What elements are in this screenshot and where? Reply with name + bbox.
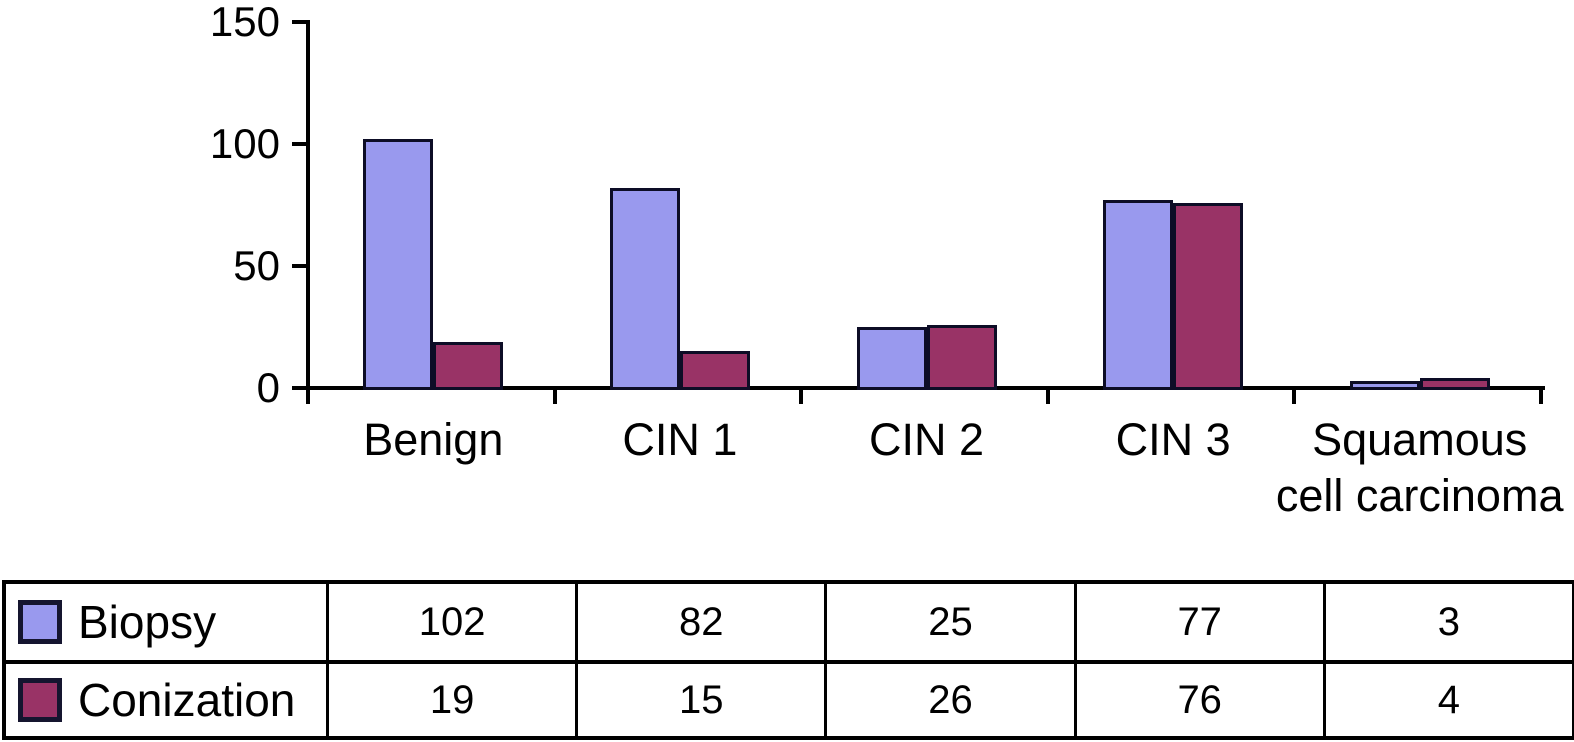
bar-biopsy-squamous-cell-carcinoma [1349,380,1420,390]
category-label-benign: Benign [363,414,504,465]
x-axis-tick-4 [1292,388,1297,404]
bar-conization-benign [433,341,504,390]
series-label-biopsy: Biopsy [78,596,217,648]
y-tick-label-0: 0 [256,364,280,411]
y-axis-line [306,20,310,390]
table-value-biopsy-cin-2: 25 [824,584,1073,660]
table-value-biopsy-cin-1: 82 [575,584,824,660]
legend-swatch-conization [18,678,62,722]
y-tick-label-50: 50 [233,242,280,289]
table-value-conization-cin-2: 26 [824,664,1073,736]
x-axis-tick-1 [552,388,557,404]
x-axis-tick-2 [799,388,804,404]
table-value-conization-benign: 19 [326,664,575,736]
bar-conization-cin-1 [679,351,750,390]
table-row-conization: Conization 19 15 26 76 4 [6,660,1572,736]
y-axis-tick-150 [292,20,306,24]
y-axis-tick-0 [292,386,306,390]
table-value-conization-cin-1: 15 [575,664,824,736]
bar-biopsy-benign [363,139,434,390]
y-axis-tick-50 [292,264,306,268]
category-label-cin-3: CIN 3 [1115,414,1231,465]
chart-data-table: Biopsy 102 82 25 77 3 Conization 19 15 26 76 4 [2,580,1574,740]
table-row-biopsy: Biopsy 102 82 25 77 3 [6,584,1572,660]
y-axis-tick-100 [292,142,306,146]
bar-conization-squamous-cell-carcinoma [1419,378,1490,390]
category-label-cin-2: CIN 2 [868,414,985,465]
bar-biopsy-cin-1 [609,187,680,390]
y-tick-label-150: 150 [209,0,280,45]
bar-biopsy-cin-2 [856,327,927,390]
table-value-biopsy-benign: 102 [326,584,575,660]
legend-swatch-biopsy [18,600,62,644]
table-value-conization-cin-3: 76 [1073,664,1323,736]
bar-biopsy-cin-3 [1103,200,1174,390]
table-value-conization-squamous-cell-carcinoma: 4 [1322,664,1572,736]
legend-cell-conization: Conization [6,664,326,736]
series-label-conization: Conization [78,674,296,726]
bar-conization-cin-3 [1173,202,1244,390]
category-label-cin-1: CIN 1 [622,414,738,465]
table-value-biopsy-squamous-cell-carcinoma: 3 [1322,584,1572,660]
y-tick-label-100: 100 [209,120,280,167]
table-value-biopsy-cin-3: 77 [1073,584,1323,660]
legend-cell-biopsy: Biopsy [6,584,326,660]
bar-conization-cin-2 [926,324,997,390]
x-axis-tick-5 [1539,388,1543,404]
category-label-squamous-cell-carcinoma: Squamous cell carcinoma [1275,414,1564,522]
x-axis-tick-0 [306,388,310,404]
x-axis-tick-3 [1045,388,1050,404]
